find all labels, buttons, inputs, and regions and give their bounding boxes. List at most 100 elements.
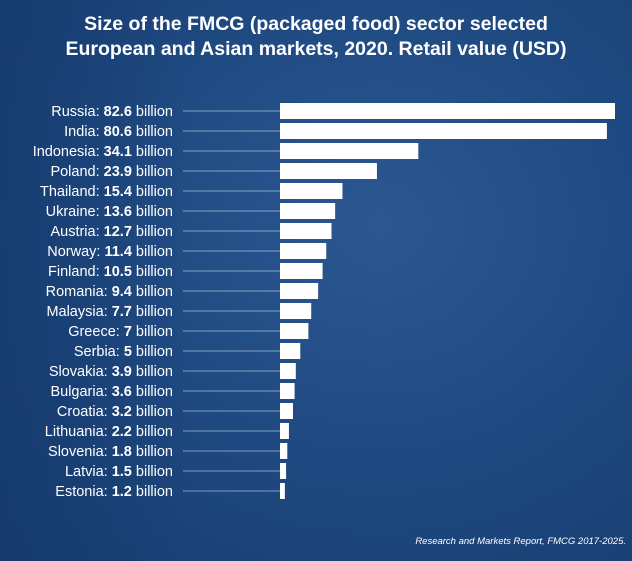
- bar: [280, 123, 607, 139]
- category-label: Croatia: 3.2 billion: [57, 404, 173, 420]
- bar: [280, 443, 288, 459]
- unit-label: billion: [132, 384, 173, 400]
- bar: [280, 483, 285, 499]
- category-label: Slovakia: 3.9 billion: [49, 364, 173, 380]
- category-label: Latvia: 1.5 billion: [65, 464, 173, 480]
- bar-row-austria: Austria: 12.7 billion: [50, 223, 332, 240]
- bar-row-greece: Greece: 7 billion: [68, 323, 309, 340]
- category-label: Indonesia: 34.1 billion: [33, 144, 173, 160]
- bar: [280, 163, 377, 179]
- value-label: 23.9: [104, 164, 132, 180]
- unit-label: billion: [132, 104, 173, 120]
- title-line-1: Size of the FMCG (packaged food) sector …: [84, 13, 548, 35]
- category-label: Slovenia: 1.8 billion: [48, 444, 173, 460]
- bar: [280, 463, 287, 479]
- bar: [280, 263, 323, 279]
- value-label: 82.6: [104, 104, 132, 120]
- category-label: Lithuania: 2.2 billion: [45, 424, 173, 440]
- value-label: 9.4: [112, 284, 132, 300]
- country-name: Austria:: [50, 224, 103, 240]
- unit-label: billion: [132, 184, 173, 200]
- unit-label: billion: [132, 424, 173, 440]
- bar: [280, 363, 296, 379]
- category-label: Malaysia: 7.7 billion: [46, 304, 173, 320]
- bar-row-russia: Russia: 82.6 billion: [51, 103, 615, 120]
- value-label: 12.7: [104, 224, 132, 240]
- bar: [280, 383, 295, 399]
- value-label: 1.5: [112, 464, 132, 480]
- value-label: 13.6: [104, 204, 132, 220]
- bar-row-thailand: Thailand: 15.4 billion: [40, 183, 343, 200]
- country-name: Croatia:: [57, 404, 112, 420]
- country-name: Norway:: [47, 244, 104, 260]
- bar: [280, 103, 615, 119]
- country-name: Finland:: [48, 264, 104, 280]
- bar-row-poland: Poland: 23.9 billion: [50, 163, 377, 180]
- country-name: Poland:: [50, 164, 103, 180]
- value-label: 3.2: [112, 404, 132, 420]
- unit-label: billion: [132, 244, 173, 260]
- country-name: Ukraine:: [46, 204, 104, 220]
- bar-row-romania: Romania: 9.4 billion: [46, 283, 319, 300]
- country-name: Estonia:: [55, 484, 111, 500]
- unit-label: billion: [132, 484, 173, 500]
- unit-label: billion: [132, 224, 173, 240]
- unit-label: billion: [132, 324, 173, 340]
- bar: [280, 223, 332, 239]
- bar: [280, 243, 327, 259]
- country-name: Serbia:: [74, 344, 124, 360]
- value-label: 1.2: [112, 484, 132, 500]
- bar-row-slovenia: Slovenia: 1.8 billion: [48, 443, 288, 460]
- bar-row-malaysia: Malaysia: 7.7 billion: [46, 303, 312, 320]
- unit-label: billion: [132, 204, 173, 220]
- bar: [280, 343, 301, 359]
- category-label: Thailand: 15.4 billion: [40, 184, 173, 200]
- country-name: Lithuania:: [45, 424, 112, 440]
- category-label: Estonia: 1.2 billion: [55, 484, 173, 500]
- category-label: Romania: 9.4 billion: [46, 284, 173, 300]
- country-name: Slovenia:: [48, 444, 112, 460]
- value-label: 7.7: [112, 304, 132, 320]
- bar: [280, 323, 309, 339]
- bar-row-bulgaria: Bulgaria: 3.6 billion: [50, 383, 295, 400]
- value-label: 34.1: [104, 144, 132, 160]
- bar: [280, 183, 343, 199]
- country-name: Russia:: [51, 104, 103, 120]
- unit-label: billion: [132, 304, 173, 320]
- category-label: Greece: 7 billion: [68, 324, 173, 340]
- category-label: Norway: 11.4 billion: [47, 244, 173, 260]
- category-label: Russia: 82.6 billion: [51, 104, 173, 120]
- bar-row-indonesia: Indonesia: 34.1 billion: [33, 143, 419, 160]
- unit-label: billion: [132, 284, 173, 300]
- unit-label: billion: [132, 124, 173, 140]
- unit-label: billion: [132, 344, 173, 360]
- source-note: Research and Markets Report, FMCG 2017-2…: [415, 536, 626, 547]
- unit-label: billion: [132, 364, 173, 380]
- country-name: Malaysia:: [46, 304, 111, 320]
- unit-label: billion: [132, 164, 173, 180]
- value-label: 7: [124, 324, 132, 340]
- value-label: 3.9: [112, 364, 132, 380]
- bar: [280, 283, 319, 299]
- unit-label: billion: [132, 444, 173, 460]
- category-label: India: 80.6 billion: [64, 124, 173, 140]
- category-label: Austria: 12.7 billion: [50, 224, 173, 240]
- category-label: Finland: 10.5 billion: [48, 264, 173, 280]
- unit-label: billion: [132, 264, 173, 280]
- unit-label: billion: [132, 144, 173, 160]
- bar-row-latvia: Latvia: 1.5 billion: [65, 463, 287, 480]
- category-label: Bulgaria: 3.6 billion: [50, 384, 173, 400]
- bar-row-serbia: Serbia: 5 billion: [74, 343, 301, 360]
- bar: [280, 303, 312, 319]
- value-label: 10.5: [104, 264, 132, 280]
- bar-row-slovakia: Slovakia: 3.9 billion: [49, 363, 296, 380]
- country-name: Indonesia:: [33, 144, 104, 160]
- country-name: Thailand:: [40, 184, 104, 200]
- value-label: 2.2: [112, 424, 132, 440]
- value-label: 80.6: [104, 124, 132, 140]
- country-name: Romania:: [46, 284, 112, 300]
- bar-row-finland: Finland: 10.5 billion: [48, 263, 323, 280]
- bar: [280, 203, 336, 219]
